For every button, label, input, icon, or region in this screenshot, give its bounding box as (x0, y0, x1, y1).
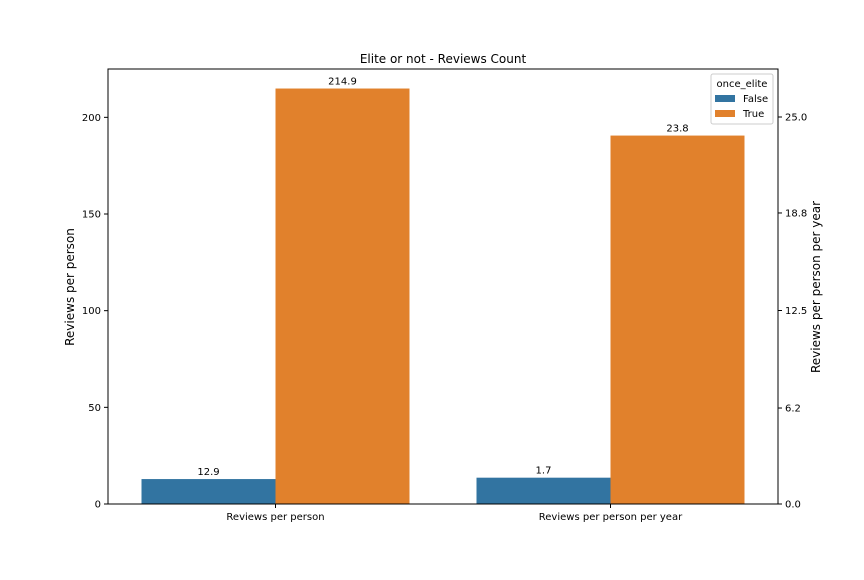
right-y-tick-label: 25.0 (785, 112, 807, 123)
left-y-tick-label: 0 (95, 500, 101, 511)
right-y-tick-label: 12.5 (785, 306, 807, 317)
bar-value-label: 214.9 (328, 77, 357, 88)
legend-label-true: True (742, 109, 764, 120)
left-y-tick-label: 200 (82, 113, 101, 124)
legend-swatch-false (715, 95, 735, 102)
bar-value-label: 23.8 (666, 124, 688, 135)
legend-label-false: False (743, 94, 768, 105)
x-tick-label: Reviews per person per year (539, 512, 683, 523)
left-y-axis: 0 50 100 150 200 (82, 113, 108, 511)
right-y-tick-label: 6.2 (785, 404, 801, 415)
bar-labels-layer: 12.9 214.9 1.7 23.8 (197, 77, 688, 479)
x-tick-label: Reviews per person (226, 512, 324, 523)
bars-layer (141, 88, 745, 504)
plot-frame (107, 68, 779, 505)
legend-swatch-true (715, 110, 735, 117)
left-y-tick-label: 50 (88, 403, 101, 414)
bar-true-0 (275, 88, 410, 504)
bar-value-label: 1.7 (536, 466, 552, 477)
bar-false-1 (476, 477, 611, 504)
bar-true-1 (610, 135, 745, 504)
right-y-tick-label: 18.8 (785, 208, 807, 219)
bar-false-0 (141, 479, 276, 504)
bar-value-label: 12.9 (197, 467, 219, 478)
x-axis: Reviews per person Reviews per person per… (226, 504, 683, 523)
right-y-axis: 0.0 6.2 12.5 18.8 25.0 (778, 112, 807, 511)
right-y-axis-label: Reviews per person per year (809, 201, 823, 373)
legend-title: once_elite (717, 79, 768, 90)
left-y-tick-label: 150 (82, 210, 101, 221)
right-y-tick-label: 0.0 (785, 500, 801, 511)
left-y-axis-label: Reviews per person (63, 228, 77, 346)
left-y-tick-label: 100 (82, 306, 101, 317)
chart-title: Elite or not - Reviews Count (360, 52, 527, 66)
legend: once_elite False True (710, 73, 774, 125)
